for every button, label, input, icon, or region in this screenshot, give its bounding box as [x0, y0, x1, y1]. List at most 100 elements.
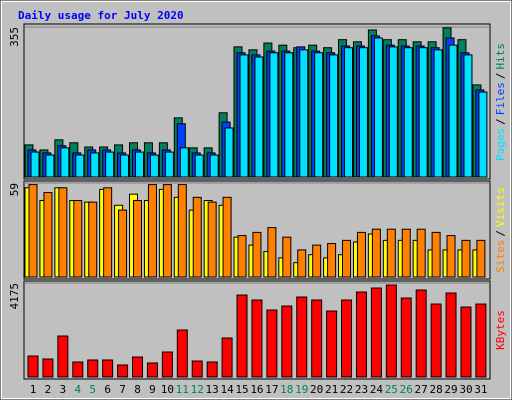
bar: [132, 356, 144, 378]
bar: [45, 154, 55, 178]
bar: [135, 151, 145, 178]
legend-separator: /: [494, 73, 507, 80]
bar: [161, 351, 173, 378]
x-tick-label: 19: [295, 383, 308, 396]
bar: [475, 303, 487, 378]
bar: [117, 364, 129, 378]
x-tick-label: 4: [74, 383, 81, 396]
bar: [222, 196, 232, 278]
bar: [236, 294, 248, 378]
bar: [73, 200, 83, 278]
bar: [297, 249, 307, 278]
x-tick-label: 8: [134, 383, 141, 396]
bar: [194, 154, 204, 178]
legend-entry: Visits: [494, 187, 507, 227]
bar: [403, 47, 413, 178]
x-tick-label: 21: [325, 383, 338, 396]
bar: [239, 54, 249, 178]
bar: [251, 299, 263, 378]
bar: [373, 37, 383, 178]
bar: [60, 147, 70, 178]
y-tick-label: 355: [8, 27, 21, 47]
y-tick-label: 59: [8, 183, 21, 196]
bar: [370, 287, 382, 378]
bar: [105, 151, 115, 178]
x-tick-label: 29: [444, 383, 457, 396]
bar: [221, 337, 233, 378]
x-tick-label: 23: [355, 383, 368, 396]
bar: [147, 184, 157, 278]
bar: [120, 154, 130, 178]
bar: [282, 236, 292, 278]
bar: [342, 239, 352, 278]
bar: [371, 228, 381, 278]
legend: Pages / Files / Hits: [494, 43, 507, 161]
x-tick-label: 31: [474, 383, 487, 396]
bar: [386, 228, 396, 278]
bar: [90, 152, 100, 178]
bar: [463, 54, 473, 178]
legend-entry: Files: [494, 82, 507, 115]
bar: [400, 297, 412, 378]
x-tick-label: 25: [385, 383, 398, 396]
x-tick-label: 22: [340, 383, 353, 396]
bar: [431, 231, 441, 278]
bar: [461, 239, 471, 278]
bar: [284, 52, 294, 178]
bar: [57, 335, 69, 378]
x-tick-label: 9: [149, 383, 156, 396]
bar: [267, 227, 277, 278]
bar: [341, 299, 353, 378]
bar: [358, 47, 368, 178]
bar: [30, 151, 40, 178]
legend-entry: KBytes: [494, 310, 507, 350]
bar: [311, 299, 323, 378]
bar: [448, 44, 458, 178]
bar: [415, 289, 427, 378]
bar: [88, 201, 98, 278]
bar: [388, 46, 398, 178]
x-tick-label: 1: [30, 383, 37, 396]
x-tick-label: 16: [250, 383, 263, 396]
bar: [269, 52, 279, 178]
bar: [312, 244, 322, 278]
bar: [355, 291, 367, 378]
bar: [164, 151, 174, 178]
legend: Sites / Visits: [494, 187, 507, 273]
x-tick-label: 7: [119, 383, 126, 396]
bar: [192, 196, 202, 278]
legend-separator: /: [494, 230, 507, 237]
bar: [430, 303, 442, 378]
x-tick-label: 26: [400, 383, 413, 396]
bar: [476, 239, 486, 278]
bar: [254, 56, 264, 178]
x-tick-label: 14: [220, 383, 234, 396]
bar: [58, 187, 68, 278]
x-tick-label: 2: [45, 383, 52, 396]
x-tick-label: 12: [191, 383, 204, 396]
bar: [149, 154, 159, 178]
bar: [72, 361, 84, 378]
bar: [42, 358, 54, 378]
x-tick-label: 28: [429, 383, 442, 396]
legend-entry: Sites: [494, 240, 507, 273]
bar: [418, 47, 428, 178]
bar: [329, 54, 339, 178]
bar: [326, 310, 338, 378]
bar: [356, 231, 366, 278]
bar: [27, 355, 39, 378]
bar: [385, 284, 397, 378]
bar: [344, 47, 354, 178]
bar: [146, 362, 158, 378]
x-tick-label: 6: [104, 383, 111, 396]
x-tick-label: 30: [459, 383, 472, 396]
bar: [314, 52, 324, 178]
bar: [191, 360, 203, 378]
bar: [478, 91, 488, 178]
x-tick-label: 11: [176, 383, 189, 396]
bar: [43, 192, 53, 278]
bar: [176, 329, 188, 378]
x-tick-label: 3: [60, 383, 67, 396]
